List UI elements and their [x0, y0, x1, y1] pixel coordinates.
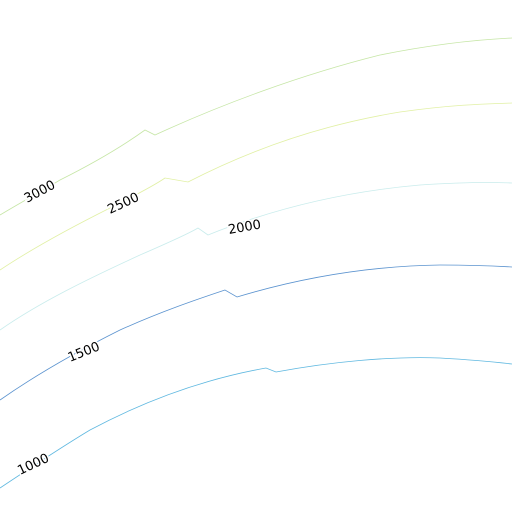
contour-label-1500: 1500: [66, 339, 102, 365]
contour-line-1500: [0, 264, 512, 401]
contour-label-2500: 2500: [105, 190, 141, 218]
contour-line-2000: [0, 182, 512, 331]
contour-label-2000: 2000: [227, 217, 262, 238]
contour-label-1000: 1000: [15, 451, 51, 479]
contour-label-3000: 3000: [22, 178, 58, 207]
contour-line-2500: [0, 102, 512, 271]
contour-line-1000: [0, 357, 512, 489]
contour-line-3000: [0, 37, 512, 216]
